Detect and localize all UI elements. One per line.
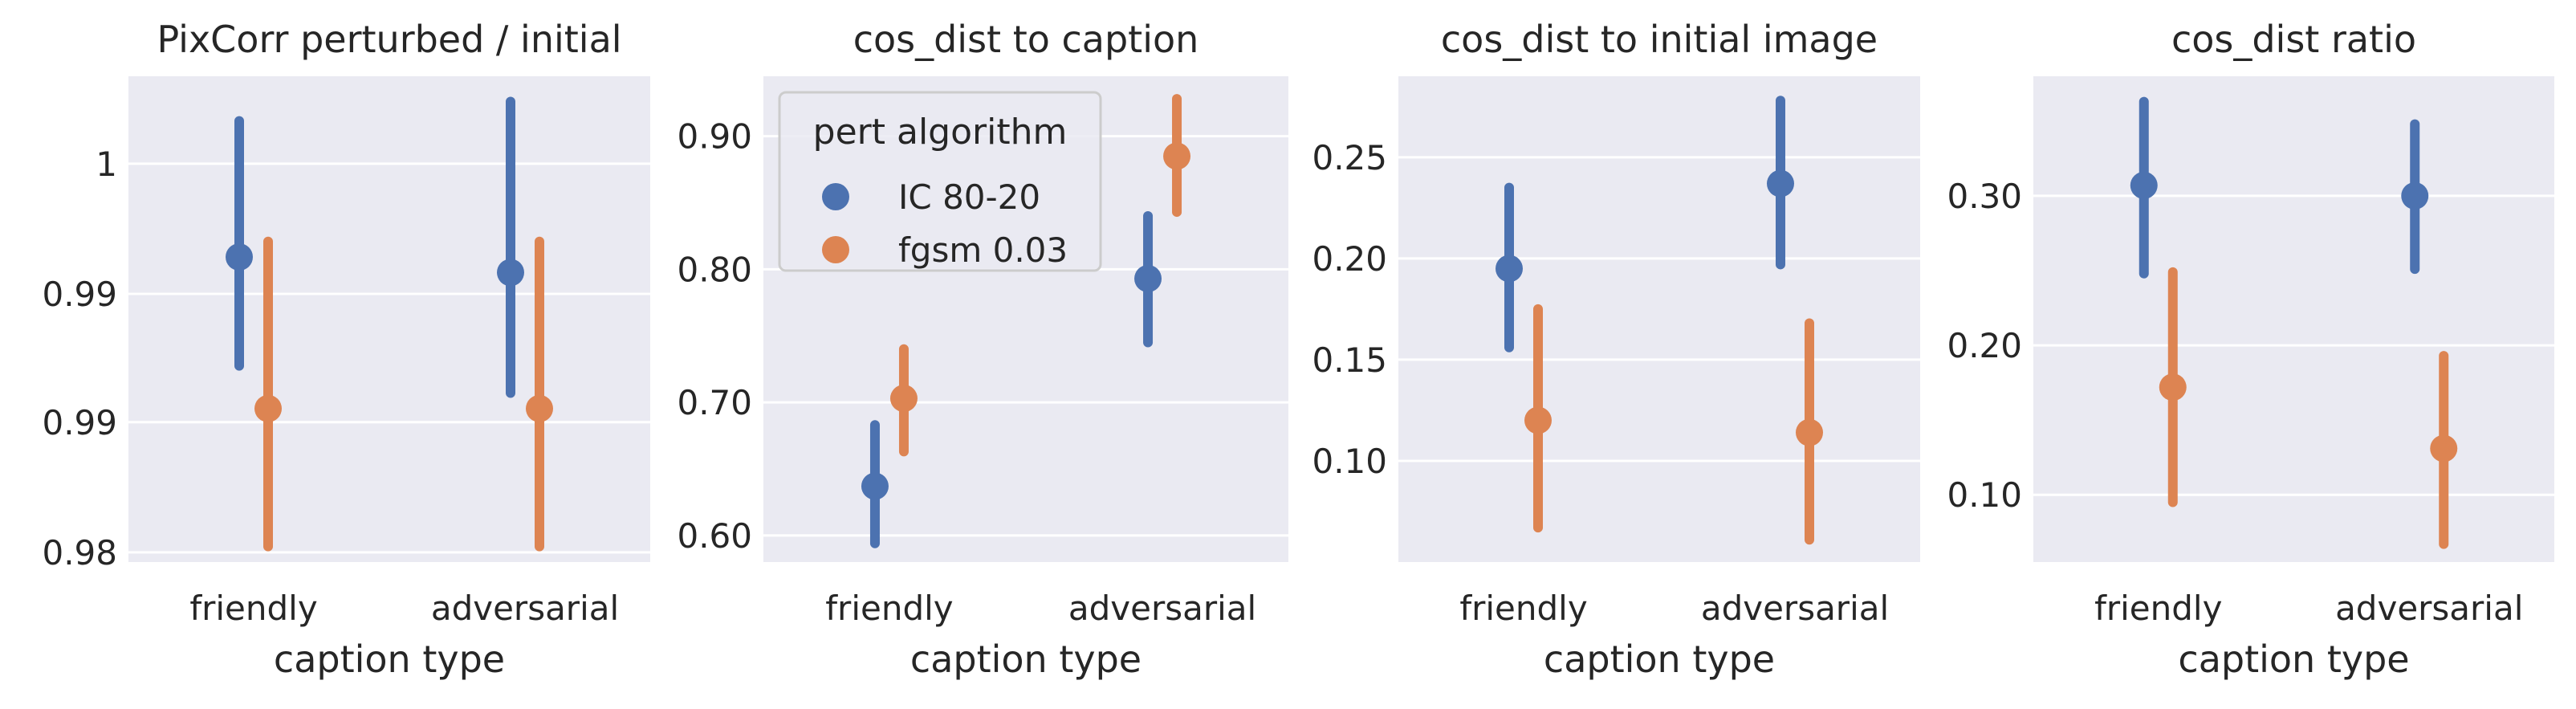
- y-tick-label: 0.10: [1947, 475, 2022, 515]
- panel-title: PixCorr perturbed / initial: [157, 18, 621, 61]
- series-1: [1496, 96, 1794, 352]
- x-tick-label: adversarial: [1701, 589, 1889, 628]
- legend: pert algorithm IC 80-20 fgsm 0.03: [778, 91, 1102, 272]
- legend-entry-label: fgsm 0.03: [898, 230, 1068, 270]
- series-2: [889, 94, 1191, 457]
- legend-marker: [822, 183, 849, 210]
- legend-title: pert algorithm: [813, 112, 1068, 153]
- data-point: [226, 243, 253, 271]
- y-tick-label: 0.20: [1947, 326, 2022, 365]
- y-tick-label: 0.30: [1947, 177, 2022, 216]
- data-point: [889, 385, 918, 413]
- x-tick-label: friendly: [2094, 589, 2222, 628]
- x-axis-label: caption type: [1544, 638, 1775, 681]
- y-tick-label: 0.15: [1312, 340, 1387, 380]
- y-tick-label: 0.10: [1312, 442, 1387, 481]
- panels: 0.98 0.99 0.99 1 friendly adversarial caption …: [42, 18, 2554, 681]
- data-point: [1134, 264, 1162, 292]
- y-tick-label: 0.80: [677, 250, 752, 289]
- data-point: [526, 394, 553, 422]
- plot-area: [1398, 76, 1920, 562]
- y-tick-label: 0.20: [1312, 239, 1387, 279]
- x-tick-label: friendly: [1459, 589, 1587, 628]
- panel-1: 0.98 0.99 0.99 1 friendly adversarial caption …: [42, 18, 650, 681]
- y-tick-label: 0.99: [42, 275, 117, 314]
- data-point: [2401, 181, 2429, 210]
- data-point: [1163, 142, 1191, 170]
- panel-title: cos_dist ratio: [2171, 18, 2416, 61]
- data-point: [254, 394, 282, 422]
- data-point: [1496, 255, 1523, 283]
- x-axis-label: caption type: [274, 638, 505, 681]
- legend-marker: [822, 236, 849, 263]
- y-tick-label: 1: [96, 145, 117, 184]
- x-axis-label: caption type: [2178, 638, 2409, 681]
- plot-area: [128, 76, 650, 562]
- x-tick-label: adversarial: [431, 589, 619, 628]
- y-tick-label: 0.98: [42, 533, 117, 572]
- panel-3: 0.10 0.15 0.20 0.25 friendly adversarial capti…: [1312, 18, 1920, 681]
- data-point: [1767, 169, 1794, 198]
- x-tick-label: friendly: [189, 589, 317, 628]
- panel-title: cos_dist to caption: [853, 18, 1199, 61]
- data-point: [1524, 406, 1552, 434]
- series-1: [2130, 96, 2429, 279]
- data-point: [2130, 171, 2158, 199]
- series-2: [254, 236, 553, 552]
- series-2: [2159, 267, 2458, 549]
- y-tick-label: 0.60: [677, 516, 752, 556]
- panel-4: 0.10 0.20 0.30 friendly adversarial caption t…: [1947, 18, 2554, 681]
- data-point: [1796, 418, 1823, 446]
- series-2: [1524, 304, 1823, 545]
- x-tick-label: adversarial: [2335, 589, 2523, 628]
- data-point: [2430, 434, 2458, 462]
- y-tick-label: 0.90: [677, 117, 752, 157]
- plot-area: [2033, 76, 2554, 562]
- y-tick-label: 0.99: [42, 403, 117, 442]
- legend-box: [778, 91, 1102, 272]
- x-tick-label: friendly: [825, 589, 953, 628]
- data-point: [2159, 373, 2187, 401]
- x-axis-label: caption type: [910, 638, 1141, 681]
- series-1: [226, 96, 524, 398]
- x-tick-label: adversarial: [1068, 589, 1256, 628]
- series-1: [861, 211, 1162, 548]
- legend-entry-label: IC 80-20: [898, 177, 1040, 217]
- y-tick-label: 0.70: [677, 383, 752, 422]
- data-point: [861, 472, 889, 500]
- data-point: [497, 259, 524, 287]
- y-tick-label: 0.25: [1312, 138, 1387, 177]
- panel-title: cos_dist to initial image: [1441, 18, 1878, 61]
